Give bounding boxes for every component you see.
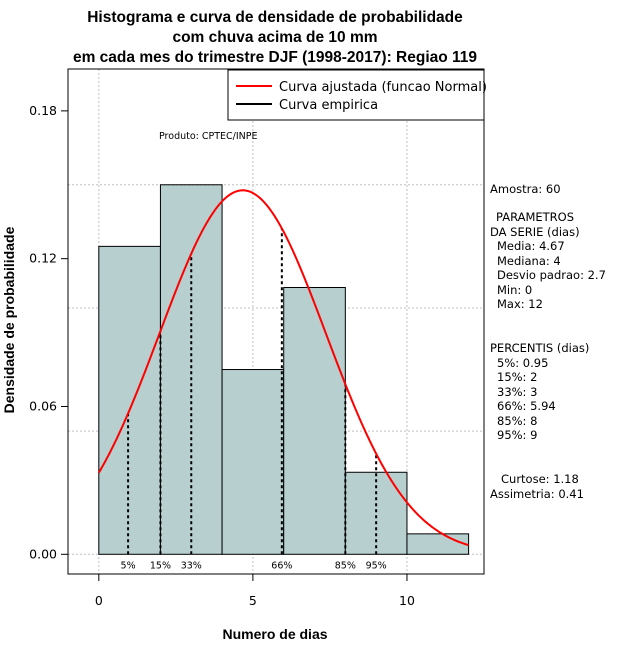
plot-frame [67, 68, 485, 575]
chart-title-line-1: Histograma e curva de densidade de proba… [87, 9, 463, 26]
parametro-max: Max: 12 [497, 297, 543, 311]
parametros-title-2: DA SERIE (dias) [490, 225, 580, 239]
legend-fitted-label: Curva ajustada (funcao Normal) [279, 80, 487, 95]
percentil-95: 95%: 9 [497, 428, 537, 442]
x-tick-label-0: 0 [95, 593, 103, 608]
percentil-66: 66%: 5.94 [497, 399, 556, 413]
parametro-desvio: Desvio padrao: 2.7 [497, 268, 606, 282]
histogram-bar-3 [283, 287, 346, 555]
percentil-33: 33%: 3 [497, 385, 537, 399]
y-axis-label: Densidade de probabilidade [1, 226, 17, 413]
stats-panel: Amostra: 60 PARAMETROS DA SERIE (dias) M… [490, 182, 606, 501]
percentil-15: 15%: 2 [497, 370, 537, 384]
percentile-label-2: 33% [181, 560, 202, 571]
percentile-label-4: 85% [335, 560, 356, 571]
y-tick-label-2: 0.12 [29, 251, 57, 266]
percentile-label-0: 5% [121, 560, 136, 571]
x-tick-label-2: 10 [399, 593, 415, 608]
curve-layer [97, 189, 469, 547]
produto-text: Produto: CPTEC/INPE [159, 131, 258, 142]
legend-empirical-label: Curva empirica [279, 98, 378, 113]
percentile-markers-layer: 5% 15% 33% 66% 85% 95% [121, 228, 387, 571]
parametro-media: Media: 4.67 [497, 239, 565, 253]
parametro-min: Min: 0 [497, 283, 532, 297]
percentil-5: 5%: 0.95 [497, 356, 548, 370]
percentile-label-1: 15% [150, 560, 171, 571]
percentil-85: 85%: 8 [497, 414, 537, 428]
histogram-bar-5 [406, 533, 470, 555]
legend: Curva ajustada (funcao Normal) Curva emp… [227, 69, 487, 121]
percentile-label-3: 66% [271, 560, 292, 571]
x-axis-label: Numero de dias [222, 626, 327, 642]
bars-layer [98, 184, 470, 555]
curtose-text: Curtose: 1.18 [501, 472, 579, 486]
chart-title-line-3: em cada mes do trimestre DJF (1998-2017)… [73, 49, 477, 66]
histogram-bar-0 [98, 245, 161, 555]
amostra-text: Amostra: 60 [490, 182, 561, 196]
fitted-normal-curve [97, 189, 469, 547]
legend-box [227, 69, 485, 121]
chart-title-line-2: com chuva acima de 10 mm [172, 29, 377, 46]
x-tick-label-1: 5 [249, 593, 257, 608]
parametro-mediana: Mediana: 4 [497, 254, 561, 268]
percentile-label-5: 95% [366, 560, 387, 571]
histogram-bar-2 [221, 369, 285, 555]
y-tick-label-3: 0.18 [29, 103, 57, 118]
percentis-title: PERCENTIS (dias) [490, 341, 589, 355]
parametros-title-1: PARAMETROS [496, 210, 574, 224]
y-tick-label-1: 0.06 [29, 398, 57, 413]
assimetria-text: Assimetria: 0.41 [490, 487, 584, 501]
y-tick-label-0: 0.00 [29, 546, 57, 561]
